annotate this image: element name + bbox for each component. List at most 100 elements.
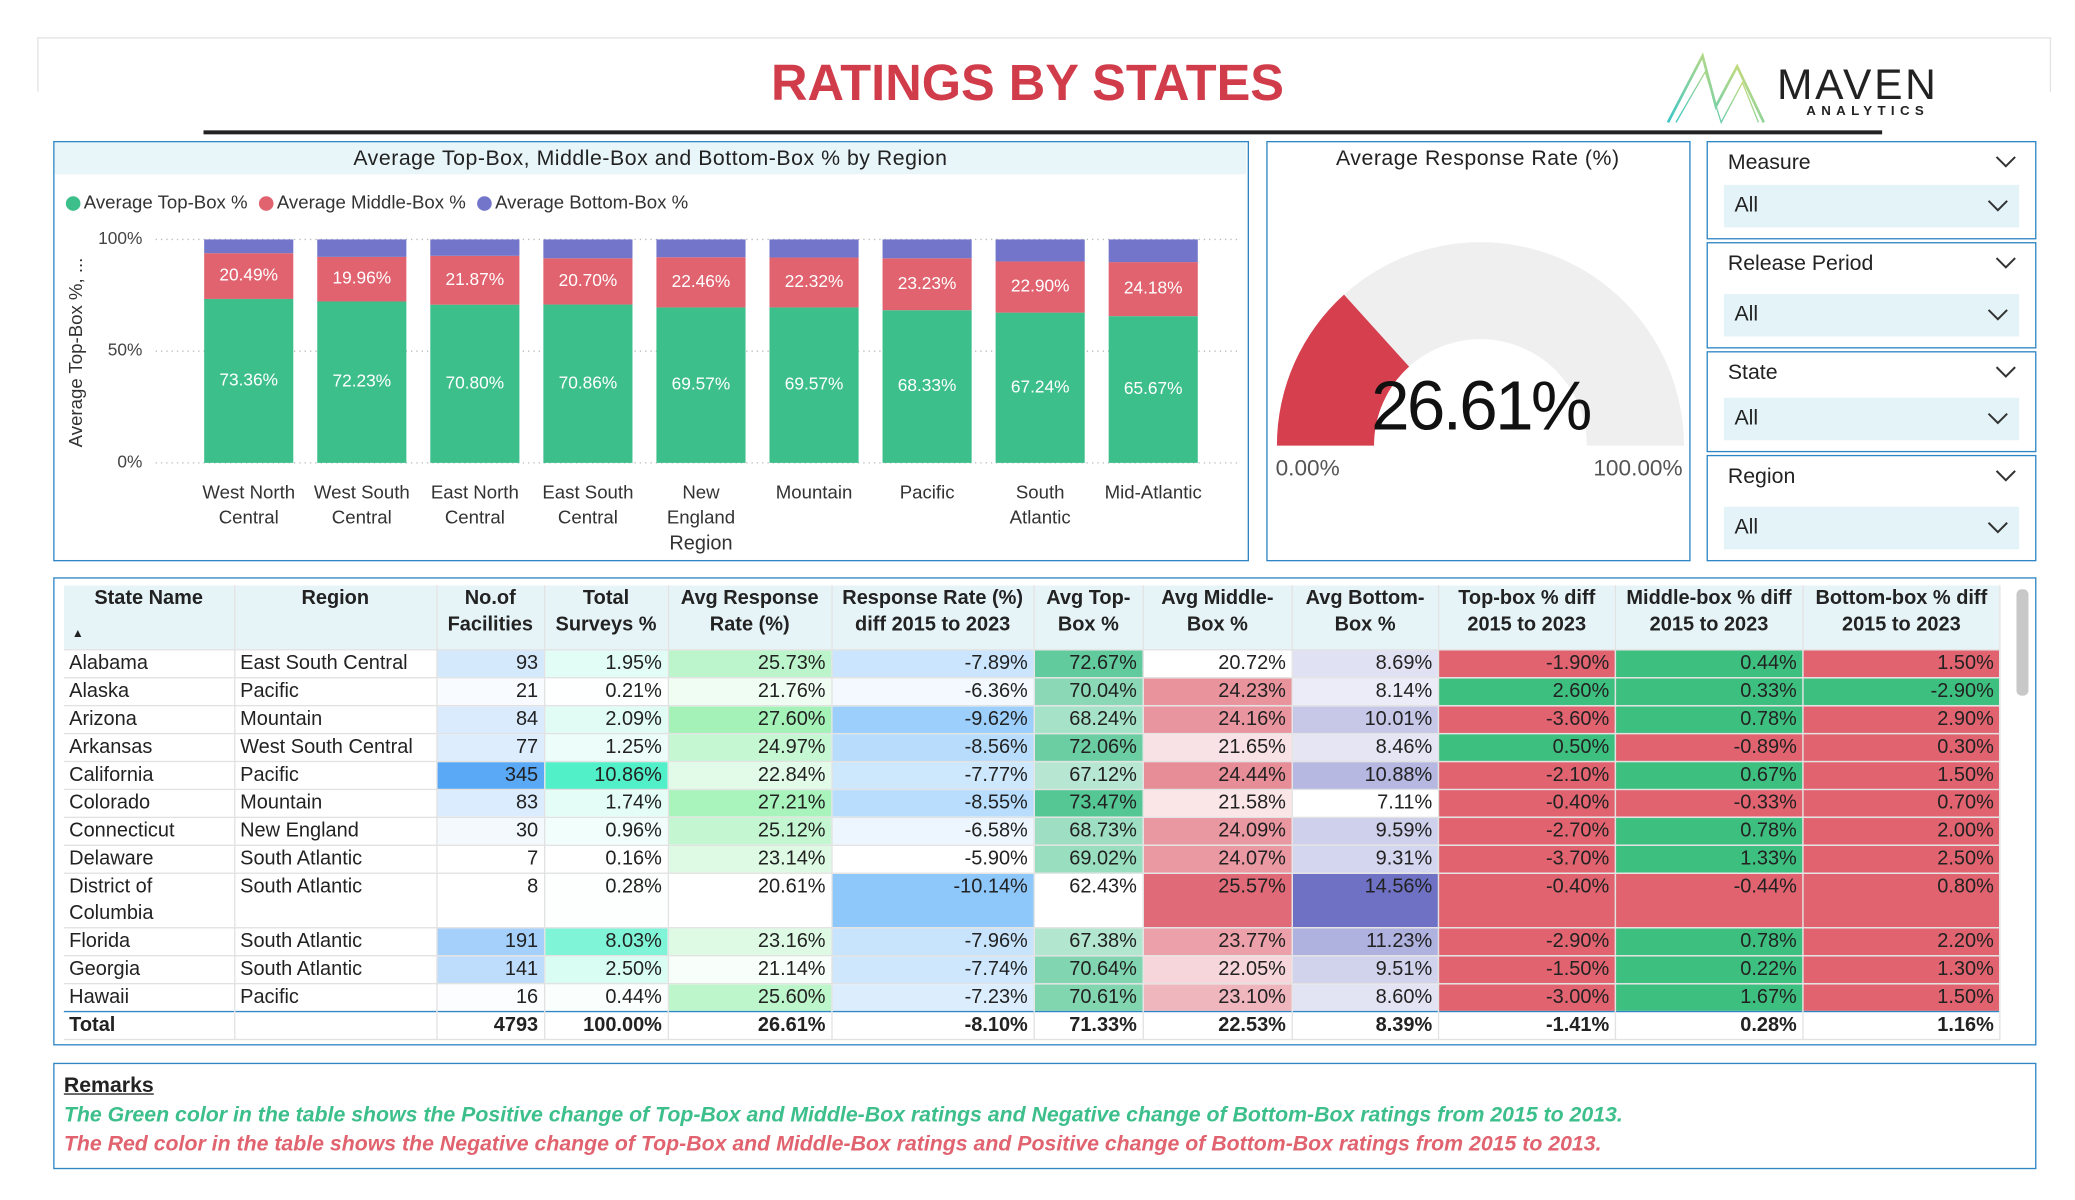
- total-cell: 100.00%: [544, 1011, 669, 1041]
- dropdown[interactable]: All: [1723, 293, 2020, 337]
- table-row[interactable]: Florida South Atlantic 191 8.03% 23.16% -7.96…: [63, 927, 2001, 957]
- data-label: 24.18%: [1124, 278, 1183, 298]
- table-row[interactable]: Connecticut New England 30 0.96% 25.12% -6.58…: [63, 817, 2001, 846]
- data-label: 23.23%: [898, 273, 957, 293]
- table-cell: Arizona: [63, 705, 235, 735]
- header-row: State Name ▲ Region No.of Facilities Total S…: [63, 585, 2001, 651]
- sort-arrow: ▲: [71, 626, 84, 640]
- column-header[interactable]: Total Surveys %: [544, 585, 669, 651]
- column-header[interactable]: Avg Bottom-Box %: [1291, 585, 1439, 651]
- column-header[interactable]: Avg Top-Box %: [1033, 585, 1144, 651]
- x-tick-label: Mountain: [776, 481, 853, 502]
- table-cell: 10.86%: [544, 761, 669, 791]
- table-cell: 70.61%: [1033, 983, 1144, 1011]
- table-cell: -2.10%: [1438, 761, 1616, 791]
- table-cell: 16: [436, 983, 545, 1011]
- data-label: 69.57%: [785, 374, 844, 394]
- table-cell: 1.74%: [544, 789, 669, 819]
- column-header[interactable]: State Name ▲: [63, 585, 235, 651]
- scrollbar[interactable]: [2016, 589, 2029, 696]
- table-row[interactable]: Colorado Mountain 83 1.74% 27.21% -8.55% 73.47…: [63, 789, 2001, 819]
- table-cell: 0.21%: [544, 677, 669, 707]
- table-cell: 8.03%: [544, 927, 669, 957]
- column-header[interactable]: Avg Middle-Box %: [1142, 585, 1293, 651]
- column-header[interactable]: Bottom-box % diff 2015 to 2023: [1802, 585, 2001, 651]
- table-cell: 11.23%: [1291, 927, 1439, 957]
- total-cell: -1.41%: [1438, 1011, 1616, 1041]
- bar-segment: [1108, 316, 1198, 463]
- table-cell: -1.50%: [1438, 955, 1616, 985]
- column-header[interactable]: Region: [234, 585, 438, 651]
- table-row[interactable]: Georgia South Atlantic 141 2.50% 21.14% -7.74…: [63, 955, 2001, 985]
- page-title: RATINGS BY STATES: [771, 55, 1285, 112]
- table-row[interactable]: Arkansas West South Central 77 1.25% 24.97% -…: [63, 733, 2001, 763]
- column-header[interactable]: Avg Response Rate (%): [667, 585, 833, 651]
- table-cell: 27.21%: [667, 789, 833, 819]
- table-cell: 191: [436, 927, 545, 957]
- table-cell: 0.44%: [544, 983, 669, 1011]
- table-cell: 72.67%: [1033, 650, 1144, 679]
- table-cell: 25.73%: [667, 650, 833, 679]
- table-cell: District of Columbia: [63, 873, 235, 929]
- data-label: 65.67%: [1124, 378, 1183, 398]
- table-part: Total 4793 100.00% 26.61% -8.10% 71.33% 22.53%…: [63, 1010, 2001, 1041]
- table-cell: 72.06%: [1033, 733, 1144, 763]
- table-cell: 1.30%: [1802, 955, 2001, 985]
- table-cell: 70.64%: [1033, 955, 1144, 985]
- table-cell: 2.50%: [1802, 845, 2001, 874]
- total-cell: 26.61%: [667, 1011, 833, 1041]
- dropdown[interactable]: All: [1723, 506, 2020, 550]
- column-header[interactable]: No.of Facilities: [436, 585, 545, 651]
- total-cell: 71.33%: [1033, 1011, 1144, 1041]
- table-cell: 0.30%: [1802, 733, 2001, 763]
- table-cell: 0.96%: [544, 817, 669, 846]
- chevron: [1995, 470, 2016, 482]
- table-cell: 8.60%: [1291, 983, 1439, 1011]
- table-row[interactable]: District of Columbia South Atlantic 8 0.28%…: [63, 873, 2001, 929]
- table-row[interactable]: Alaska Pacific 21 0.21% 21.76% -6.36% 70.04% 24…: [63, 677, 2001, 707]
- table-cell: Alaska: [63, 677, 235, 707]
- bar-segment: [317, 239, 407, 257]
- legend-marker: [258, 196, 274, 211]
- column-header[interactable]: Top-box % diff 2015 to 2023: [1438, 585, 1616, 651]
- column-header[interactable]: Middle-box % diff 2015 to 2023: [1615, 585, 1804, 651]
- table-row[interactable]: Delaware South Atlantic 7 0.16% 23.14% -5.90%…: [63, 845, 2001, 874]
- dropdown[interactable]: All: [1723, 397, 2020, 441]
- bar-segment: [317, 301, 407, 463]
- column-header[interactable]: Response Rate (%) diff 2015 to 2023: [831, 585, 1035, 651]
- x-tick-label: West South Central: [314, 481, 410, 527]
- table-cell: 24.23%: [1142, 677, 1293, 707]
- table-panel: State Name ▲ Region No.of Facilities Total S…: [53, 577, 2037, 1046]
- table-cell: 9.51%: [1291, 955, 1439, 985]
- table-row[interactable]: California Pacific 345 10.86% 22.84% -7.77% 67…: [63, 761, 2001, 791]
- dropdown[interactable]: All: [1723, 184, 2020, 228]
- x-tick-label: New England: [667, 481, 735, 527]
- bar-segment: [430, 239, 520, 256]
- table-cell: -7.23%: [831, 983, 1035, 1011]
- total-cell: 22.53%: [1142, 1011, 1293, 1041]
- table-row[interactable]: Arizona Mountain 84 2.09% 27.60% -9.62% 68.24%…: [63, 705, 2001, 735]
- table-cell: 21.76%: [667, 677, 833, 707]
- table-cell: 2.60%: [1438, 677, 1616, 707]
- dropdown-value: All: [1734, 194, 1759, 217]
- table-cell: 7: [436, 845, 545, 874]
- total-cell: -8.10%: [831, 1011, 1035, 1041]
- table-cell: 0.78%: [1615, 705, 1804, 735]
- data-label: 22.46%: [672, 271, 731, 291]
- table-cell: Connecticut: [63, 817, 235, 846]
- slicer: State All: [1706, 351, 2037, 453]
- table-cell: 2.50%: [544, 955, 669, 985]
- bar-segment: [769, 239, 859, 258]
- table-cell: 2.09%: [544, 705, 669, 735]
- table-row[interactable]: Alabama East South Central 93 1.95% 25.73% -7…: [63, 650, 2001, 679]
- table-cell: West South Central: [234, 733, 438, 763]
- gauge-tick-label: 0.00%: [1276, 456, 1340, 481]
- chart-title: Average Response Rate (%): [1336, 146, 1620, 170]
- table-cell: 67.12%: [1033, 761, 1144, 791]
- table-cell: 0.44%: [1615, 650, 1804, 679]
- table-cell: 68.24%: [1033, 705, 1144, 735]
- chevron-line: [1995, 257, 2016, 269]
- table-row[interactable]: Hawaii Pacific 16 0.44% 25.60% -7.23% 70.61% 23…: [63, 983, 2001, 1011]
- table-cell: 8.69%: [1291, 650, 1439, 679]
- table-part: State Name ▲ Region No.of Facilities Total S…: [63, 585, 2001, 651]
